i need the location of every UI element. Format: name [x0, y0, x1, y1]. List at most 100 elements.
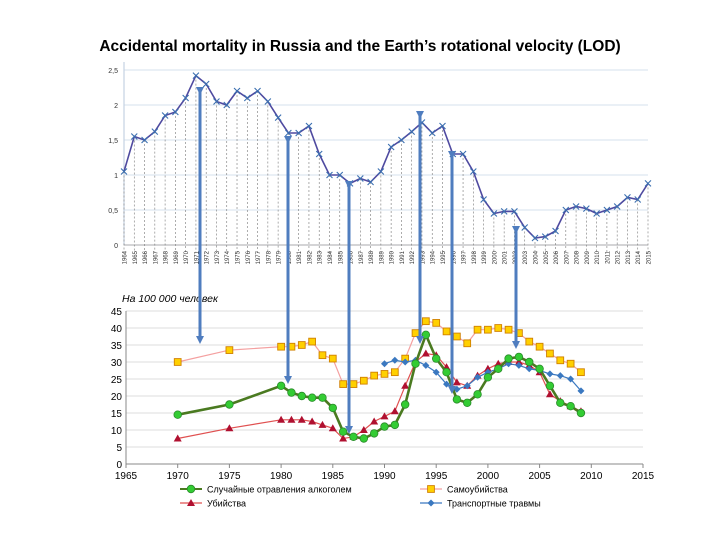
lod-y-tick-label: 1: [114, 173, 118, 180]
mortality-y-tick-label: 35: [111, 341, 123, 352]
suicide-point: [225, 346, 234, 354]
homicide-point: [287, 415, 296, 423]
lod-x-tick-label: 1997: [462, 250, 468, 264]
alcohol-point: [338, 427, 348, 436]
lod-point: [387, 143, 395, 151]
homicide-point: [277, 415, 286, 423]
lod-x-tick-label: 2015: [647, 250, 653, 264]
homicide-point: [401, 381, 410, 389]
mortality-x-tick-label: 1980: [270, 471, 293, 482]
alcohol-point: [576, 408, 586, 418]
alcohol-point: [369, 429, 379, 438]
lod-point: [552, 227, 559, 235]
transport-point: [401, 358, 409, 366]
alcohol-point: [432, 354, 441, 363]
lod-x-tick-label: 2012: [616, 250, 622, 264]
lod-point: [233, 87, 241, 95]
suicide-point: [380, 370, 389, 378]
alcohol-point: [400, 400, 410, 409]
alcohol-point: [380, 422, 389, 431]
lod-x-tick-label: 1975: [236, 250, 242, 264]
lod-point: [336, 171, 344, 179]
lod-x-tick-label: 1985: [338, 250, 344, 264]
lod-x-tick-label: 1970: [184, 250, 190, 264]
homicide-point: [318, 420, 327, 428]
alcohol-point: [452, 395, 462, 404]
homicide-point: [421, 349, 430, 357]
legend-marker-transport: [427, 499, 435, 507]
alcohol-point: [421, 330, 431, 339]
lod-point: [171, 108, 179, 116]
mortality-x-tick-label: 2005: [528, 471, 551, 482]
lod-x-tick-label: 1989: [379, 250, 385, 264]
lod-point: [531, 234, 539, 242]
lod-point: [603, 206, 611, 214]
lod-x-tick-label: 2006: [554, 250, 560, 264]
homicide-point: [328, 424, 337, 432]
mortality-x-tick-label: 2010: [580, 471, 603, 482]
lod-x-tick-label: 1981: [297, 250, 303, 264]
lod-point: [521, 224, 529, 231]
lod-point: [398, 136, 405, 144]
lod-point: [295, 129, 303, 137]
homicide-point: [380, 412, 389, 420]
alcohol-point: [514, 352, 524, 362]
suicide-point: [308, 337, 316, 346]
mortality-chart: На 100 000 человек 0 5 10 15 20 25 30 35 40 45 1965…: [111, 293, 655, 509]
lod-point: [572, 203, 580, 210]
lod-x-tick-label: 1968: [164, 250, 170, 264]
legend-marker-suicide: [427, 485, 435, 493]
suicide-point: [297, 341, 306, 349]
suicide-point: [556, 356, 565, 365]
lod-chart: 0 0,5 1 1,5 2 2,5 1964 1965 1966 1967 1968 1969 1970…: [108, 62, 653, 264]
lod-x-tick-label: 1991: [400, 250, 406, 264]
lod-y-tick-label: 2: [114, 103, 118, 110]
suicide-point: [546, 349, 554, 358]
homicide-point: [308, 417, 317, 425]
mortality-y-tick-label: 45: [111, 307, 123, 318]
homicide-point: [359, 426, 368, 433]
lod-point: [480, 196, 487, 203]
lod-point: [130, 133, 138, 140]
lod-x-tick-label: 1990: [390, 250, 396, 264]
alcohol-point: [359, 434, 369, 443]
suicide-point: [473, 325, 482, 334]
lod-point: [593, 210, 601, 217]
mortality-y-tick-label: 15: [111, 409, 123, 420]
alcohol-point: [442, 368, 451, 377]
lod-point: [326, 171, 333, 179]
transport-point: [577, 387, 585, 395]
lod-x-tick-label: 2011: [605, 250, 611, 264]
transport-point: [515, 361, 523, 369]
legend-label-transport: Транспортные травмы: [447, 499, 541, 509]
lod-point: [408, 128, 416, 135]
lod-y-tick-label: 2,5: [108, 68, 118, 75]
alcohol-point: [225, 400, 234, 409]
suicide-point: [422, 317, 430, 326]
alcohol-point: [390, 420, 400, 430]
lod-point: [274, 114, 282, 121]
alcohol-point: [328, 403, 337, 413]
lod-point: [428, 129, 436, 137]
mortality-x-tick-label: 1995: [425, 471, 448, 482]
alcohol-point: [307, 393, 317, 402]
alcohol-point: [297, 391, 306, 401]
alcohol-point: [463, 398, 472, 407]
lod-point: [490, 210, 498, 217]
suicide-point: [494, 324, 503, 332]
lod-x-tick-label: 1977: [256, 250, 262, 264]
lod-point: [541, 233, 549, 240]
lod-point: [582, 205, 590, 212]
suicide-point: [173, 358, 182, 366]
alcohol-point: [535, 364, 544, 373]
mortality-x-tick-label: 1990: [373, 471, 396, 482]
transport-point: [381, 360, 388, 368]
homicide-point: [297, 415, 306, 423]
lod-x-tick-label: 1966: [143, 250, 149, 264]
lod-point: [511, 208, 518, 215]
mortality-y-tick-label: 0: [116, 460, 122, 471]
suicide-point: [577, 368, 585, 377]
lod-x-tick-label: 1983: [318, 250, 324, 264]
alcohol-point: [504, 354, 513, 363]
lod-x-tick-label: 1972: [205, 250, 211, 264]
